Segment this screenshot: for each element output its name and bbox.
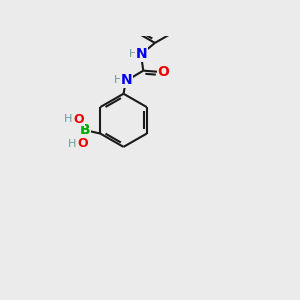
Text: O: O: [77, 137, 88, 150]
Text: N: N: [136, 47, 147, 61]
Text: H: H: [114, 75, 123, 85]
Text: O: O: [158, 65, 169, 79]
Text: O: O: [74, 112, 84, 125]
Text: H: H: [129, 50, 137, 59]
Text: N: N: [121, 73, 133, 87]
Text: H: H: [68, 139, 77, 148]
Text: H: H: [64, 114, 73, 124]
Text: B: B: [80, 123, 91, 137]
